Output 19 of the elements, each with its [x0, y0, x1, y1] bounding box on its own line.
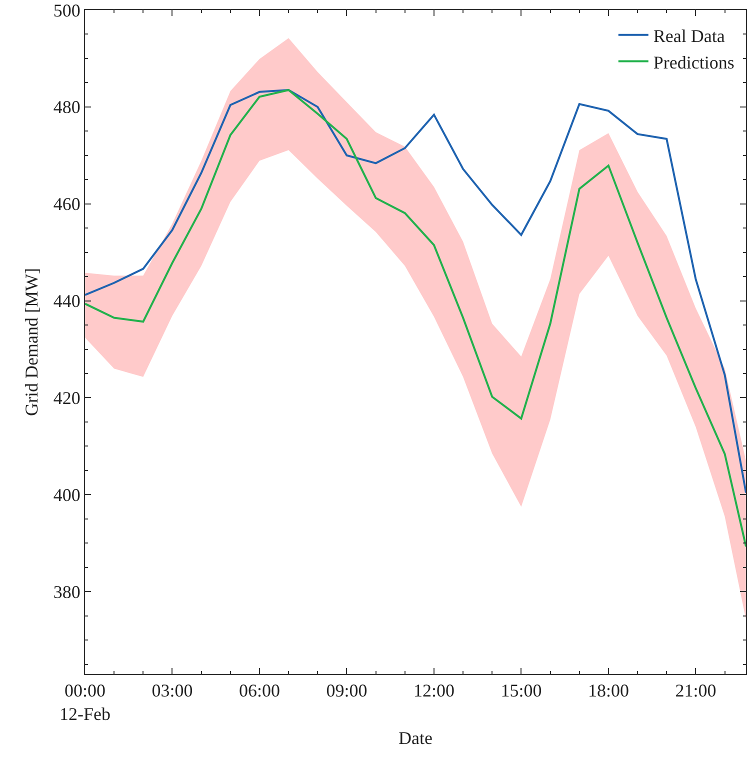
x-tick-label: 00:00 12-Feb [60, 680, 110, 724]
y-axis-title: Grid Demand [MW] [22, 268, 42, 416]
x-tick-label: 18:00 [588, 680, 629, 701]
y-tick-label: 460 [53, 194, 80, 214]
y-tick-label: 500 [53, 0, 80, 20]
y-tick-label: 420 [53, 388, 80, 408]
x-tick-label: 03:00 [152, 680, 193, 701]
x-tick-label: 21:00 [675, 680, 716, 701]
x-tick-label: 06:00 [238, 680, 280, 701]
x-axis-title: Date [398, 728, 432, 748]
y-tick-label: 440 [53, 291, 80, 312]
legend-label: Real Data [653, 26, 725, 46]
x-tick-label: 12:00 [413, 680, 454, 701]
legend-label: Predictions [653, 52, 734, 72]
x-tick-label: 15:00 [500, 680, 542, 701]
y-tick-label: 480 [53, 97, 80, 118]
y-tick-label: 380 [53, 582, 80, 602]
x-tick-label: 09:00 [326, 680, 368, 701]
y-tick-label: 400 [53, 484, 80, 505]
